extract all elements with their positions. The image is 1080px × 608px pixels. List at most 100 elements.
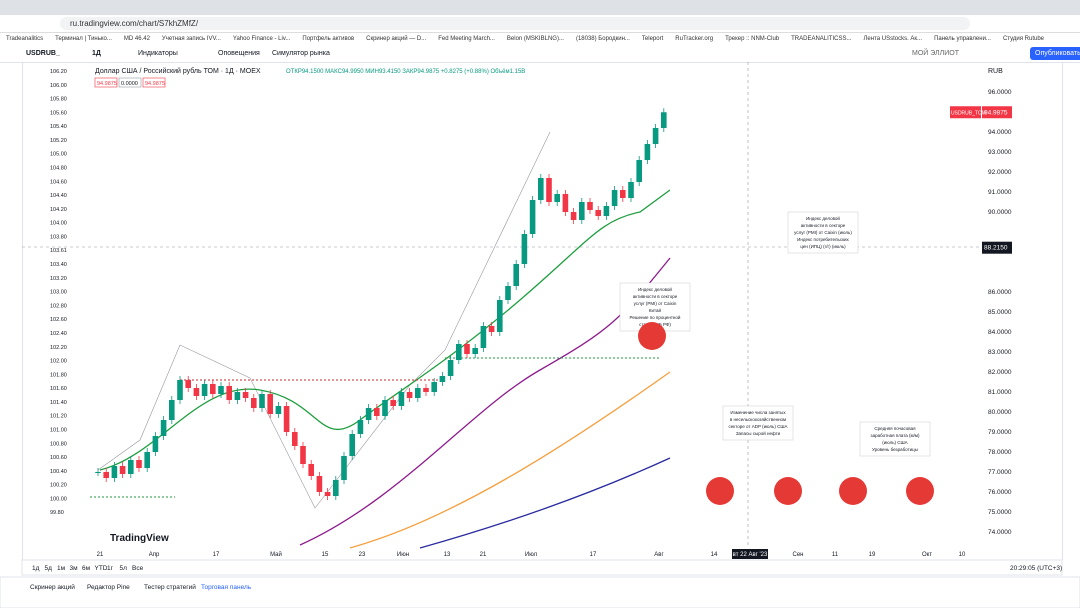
note-line: Изменение числа занятых: [730, 410, 786, 415]
symbol-label: USDRUB_TOM: [951, 110, 986, 116]
note-line: активности в секторе: [801, 223, 846, 228]
left-tick-label: 105.40: [50, 124, 67, 130]
candle: [464, 344, 470, 354]
candle: [103, 472, 109, 478]
event-icon: [906, 477, 934, 505]
left-tick-label: 105.60: [50, 110, 67, 116]
candle: [365, 408, 372, 420]
candle: [169, 400, 175, 420]
interval[interactable]: 1Д: [92, 50, 101, 57]
candle: [144, 452, 150, 468]
bookmark[interactable]: Лента USstocks. Ак...: [863, 36, 923, 42]
range-button: 1г: [107, 565, 114, 572]
ohlc: ОТКР94.1500 МАКС94.9950 МИН93.4150 ЗАКР9…: [286, 69, 525, 75]
date-label: Июл: [525, 552, 538, 558]
left-tick-label: 100.00: [50, 496, 67, 502]
candle: [152, 436, 159, 452]
price-tick-label: 83.0000: [988, 349, 1012, 356]
range-button: 5л: [120, 565, 128, 572]
bookmark[interactable]: Учетная запись IVV...: [161, 36, 221, 42]
date-label: вт 22 Авг '23: [733, 552, 768, 558]
note-line: Индекс потребительских: [797, 237, 849, 242]
candle: [300, 446, 306, 464]
price-tick-label: 82.0000: [988, 369, 1012, 376]
candle: [554, 194, 560, 202]
crosshair-price: 88.2150: [984, 245, 1008, 252]
chart-area: [22, 62, 1062, 548]
bookmark[interactable]: Скринер акций — D...: [366, 36, 427, 42]
bookmark[interactable]: Портфель активов: [302, 36, 355, 42]
price-box: [118, 77, 142, 88]
panel-tab: Тестер стратегий: [144, 583, 196, 591]
bookmark[interactable]: Yahoo Finance - Liv...: [232, 36, 291, 42]
event-icon: [638, 322, 666, 350]
left-tick-label: 103.20: [50, 276, 67, 282]
url[interactable]: ru.tradingview.com/chart/S7khZMfZ/: [60, 17, 970, 30]
candle: [488, 326, 495, 332]
left-tick-label: 101.80: [50, 372, 67, 378]
candle: [259, 394, 265, 408]
candle: [431, 382, 437, 392]
moving-average: [349, 371, 671, 549]
candle: [218, 386, 224, 394]
price-tick-label: 86.0000: [988, 289, 1012, 296]
candle: [570, 212, 577, 220]
candle: [636, 160, 642, 182]
left-tick-label: 100.20: [50, 483, 67, 489]
left-tick-label: 103.80: [50, 234, 67, 240]
date-label: Окт: [922, 552, 932, 558]
candle: [456, 344, 462, 360]
bookmark[interactable]: RuTracker.org: [675, 36, 714, 42]
range-button: 5д: [45, 565, 53, 572]
price-tick-label: 94.0000: [988, 129, 1012, 136]
bookmark[interactable]: Belon (MSKIBLNG)...: [506, 36, 564, 42]
candle: [529, 200, 536, 234]
price-tick-label: 92.0000: [988, 169, 1012, 176]
range-button: Все: [132, 565, 144, 572]
candle: [661, 112, 667, 128]
candle: [562, 194, 569, 212]
candle: [234, 392, 241, 400]
bookmark[interactable]: Трекер :: NNM-Club: [725, 36, 780, 42]
date-label: 15: [322, 552, 329, 558]
bookmark[interactable]: Fed Meeting March...: [438, 36, 495, 42]
left-tick-label: 105.00: [50, 152, 67, 158]
candle: [611, 190, 618, 206]
note-line: Запасы сырой нефти: [736, 430, 781, 436]
bookmark[interactable]: (18038) Бородкин...: [575, 36, 630, 42]
candle: [472, 348, 478, 354]
panel-tab: Торговая панель: [201, 584, 252, 591]
price-tick-label: 78.0000: [988, 449, 1012, 456]
symbol[interactable]: USDRUB_: [26, 50, 60, 57]
layout-name[interactable]: МОЙ ЭЛЛИОТ: [912, 50, 959, 57]
left-tick-label: 102.60: [50, 317, 67, 323]
price-tick-label: 76.0000: [988, 489, 1012, 496]
bookmark[interactable]: Teleport: [641, 36, 664, 42]
candle: [406, 392, 413, 398]
publish-button[interactable]: Опубликовать: [1030, 47, 1080, 60]
bookmark[interactable]: Студия Rutube: [1002, 36, 1045, 42]
note-line: заработная плата (м/м): [871, 433, 920, 438]
tool[interactable]: Симулятор рынка: [272, 50, 330, 57]
bookmark[interactable]: TRADEANALITICSS...: [791, 36, 852, 42]
candle: [210, 384, 216, 394]
price-tick-label: 77.0000: [988, 469, 1012, 476]
tool[interactable]: Оповещения: [218, 50, 260, 57]
note-line: Уровень безработицы: [872, 447, 918, 452]
moving-average: [419, 457, 671, 549]
event-icon: [839, 477, 867, 505]
bookmark[interactable]: Tradeanalitics: [6, 36, 44, 42]
bookmark[interactable]: Терминал | Тинько...: [55, 36, 112, 42]
price-box-text: 0.0000: [121, 81, 138, 87]
price-tick-label: 85.0000: [988, 309, 1012, 316]
bookmark[interactable]: MD 46.42: [123, 36, 150, 42]
bookmark[interactable]: Панель управлени...: [934, 36, 991, 42]
price-tick-label: 84.0000: [988, 329, 1012, 336]
tool[interactable]: Индикаторы: [138, 50, 178, 57]
left-tick-label: 106.00: [50, 83, 67, 89]
candle: [480, 326, 487, 348]
date-label: Сен: [793, 552, 804, 558]
price-tick-label: 75.0000: [988, 509, 1012, 516]
